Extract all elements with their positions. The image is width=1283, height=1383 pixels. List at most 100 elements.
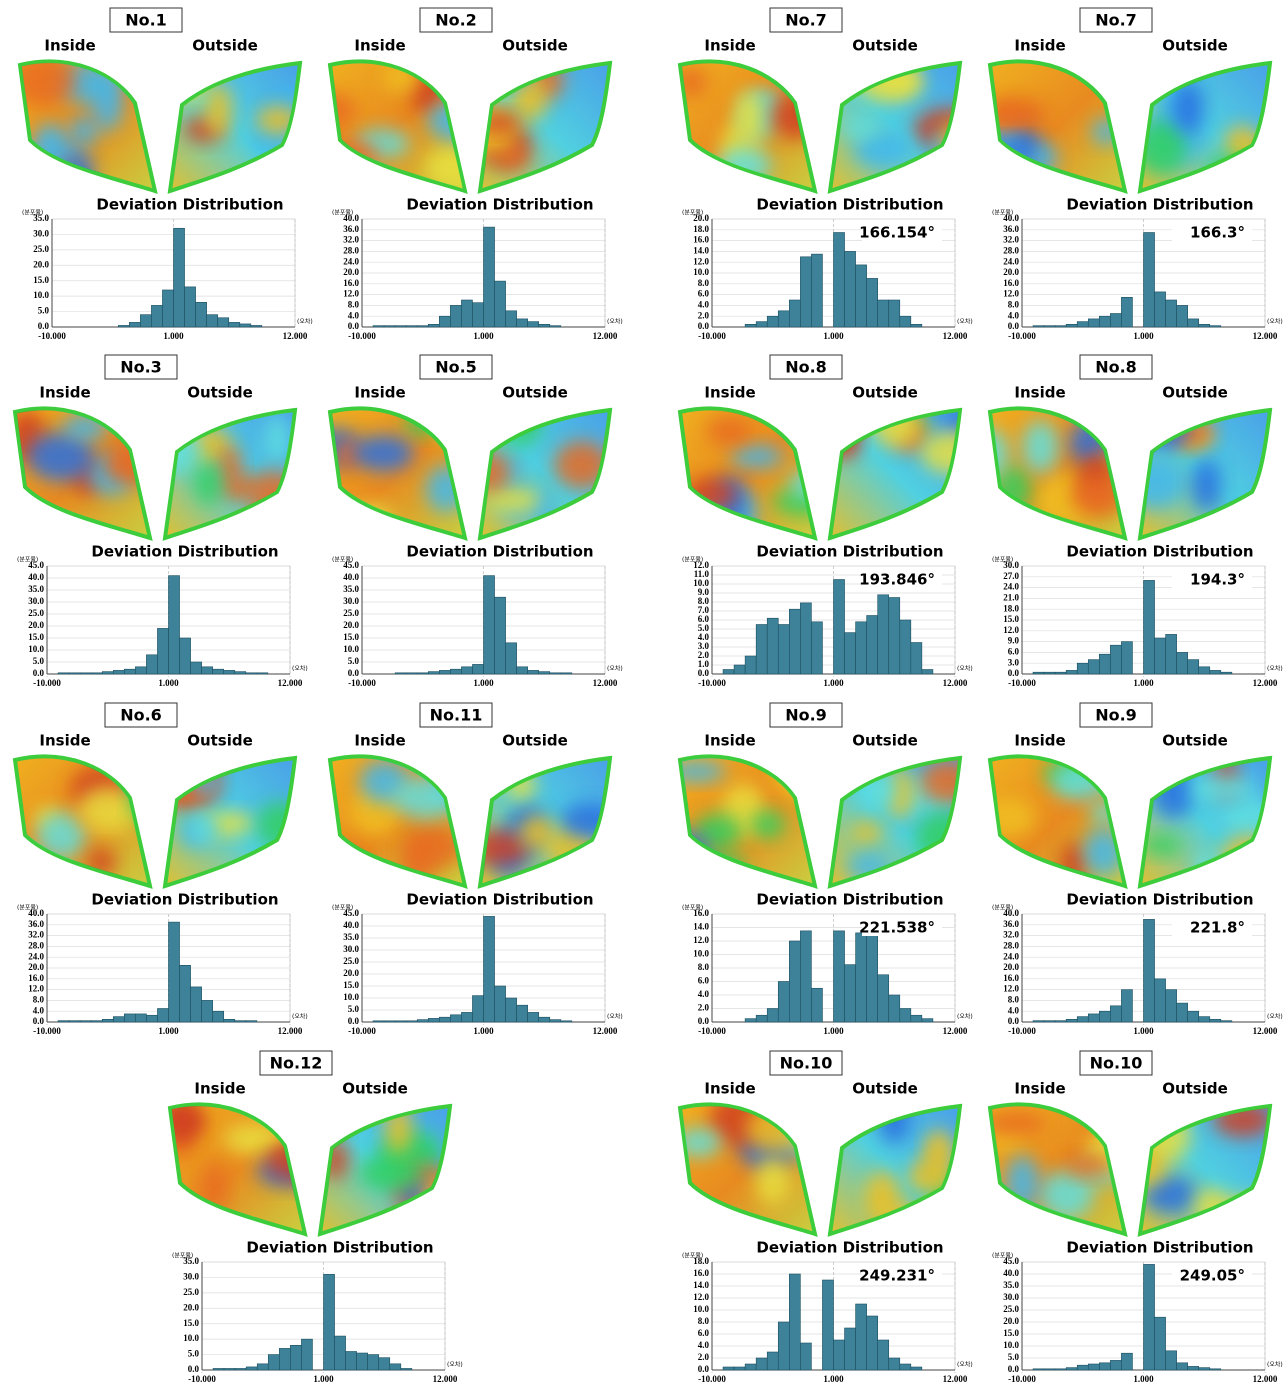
surface-blob [1091, 801, 1118, 825]
y-tick-label: 12.0 [1003, 984, 1019, 994]
bar [1155, 292, 1166, 327]
x-tick-label: 1.000 [1133, 1374, 1154, 1383]
bar [767, 618, 778, 674]
y-axis-unit: (분포율) [682, 557, 703, 564]
chart-title: Deviation Distribution [756, 196, 943, 214]
surface-blob [909, 1162, 936, 1192]
panel-label: No.2 [435, 11, 477, 30]
bar [539, 324, 550, 327]
y-tick-label: 8.0 [1008, 299, 1020, 309]
panel-label: No.10 [780, 1054, 833, 1073]
panel-label: No.3 [120, 358, 162, 377]
outside-label: Outside [502, 384, 568, 402]
surface-blob [405, 411, 440, 435]
bar [169, 576, 180, 674]
y-tick-label: 0.0 [38, 321, 50, 331]
bar [800, 603, 811, 674]
x-axis-unit: (오차) [607, 1013, 623, 1021]
y-tick-label: 10.0 [693, 267, 709, 277]
outside-label: Outside [502, 37, 568, 55]
x-tick-label: 12.000 [943, 331, 968, 341]
chart-title: Deviation Distribution [406, 543, 593, 561]
surface-blob [1195, 851, 1220, 888]
bar [528, 670, 539, 674]
y-axis-unit: (분포율) [22, 210, 43, 217]
inside-label: Inside [39, 384, 90, 402]
y-tick-label: 5.0 [33, 656, 45, 666]
x-tick-label: 12.000 [433, 1374, 458, 1383]
y-tick-label: 0.0 [1008, 321, 1020, 331]
bar [401, 1368, 412, 1370]
y-tick-label: 21.0 [1003, 592, 1019, 602]
y-tick-label: 10.0 [343, 644, 359, 654]
bar [834, 580, 845, 675]
y-tick-label: 11.0 [694, 569, 710, 579]
y-axis-unit: (분포율) [17, 557, 38, 564]
bar [789, 1274, 800, 1370]
inside-label: Inside [704, 37, 755, 55]
y-tick-label: 36.0 [1003, 224, 1019, 234]
x-axis-unit: (오차) [1267, 665, 1283, 673]
angle-annotation: 221.8° [1190, 919, 1245, 937]
y-tick-label: 12.0 [693, 1292, 709, 1302]
x-tick-label: -10.000 [348, 678, 376, 688]
y-tick-label: 25.0 [1003, 1304, 1019, 1314]
x-tick-label: 12.000 [278, 678, 303, 688]
y-tick-label: 15.0 [343, 632, 359, 642]
bar [218, 318, 229, 327]
bar [517, 667, 528, 674]
bar [151, 305, 162, 327]
y-tick-label: 5.0 [348, 656, 360, 666]
bar [767, 1009, 778, 1023]
bar [113, 670, 124, 674]
bar [224, 670, 235, 674]
y-tick-label: 28.0 [1003, 245, 1019, 255]
y-tick-label: 6.0 [698, 289, 710, 299]
bar [539, 1017, 550, 1022]
bar [1144, 1264, 1155, 1370]
y-tick-label: 25.0 [33, 244, 49, 254]
bar [834, 1340, 845, 1370]
bar [878, 595, 889, 674]
inside-label: Inside [704, 732, 755, 750]
surface-blob [250, 471, 299, 524]
y-tick-label: 35.0 [28, 584, 44, 594]
bar [811, 988, 822, 1022]
bar [1155, 979, 1166, 1022]
bar [146, 1015, 157, 1022]
bar [428, 1018, 439, 1022]
surface-blob [971, 429, 1009, 479]
bar [417, 1020, 428, 1022]
bar [911, 643, 922, 675]
y-tick-label: 32.0 [28, 930, 44, 940]
bar [461, 1012, 472, 1022]
x-tick-label: 1.000 [1133, 331, 1154, 341]
x-tick-label: 12.000 [593, 1026, 618, 1036]
bar [539, 672, 550, 674]
bar [1121, 1353, 1132, 1370]
bar [69, 1021, 80, 1022]
bar [395, 326, 406, 327]
y-tick-label: 20.0 [343, 620, 359, 630]
bar [800, 1343, 811, 1370]
bar [889, 1358, 900, 1370]
bar [1155, 1317, 1166, 1370]
bar [118, 325, 129, 327]
bar [368, 1355, 379, 1370]
y-axis-unit: (분포율) [332, 210, 353, 217]
inside-label: Inside [194, 1080, 245, 1098]
bar [1088, 1364, 1099, 1370]
surface-blob [1221, 797, 1281, 838]
y-axis-unit: (분포율) [992, 557, 1013, 564]
x-axis-unit: (오차) [957, 1361, 973, 1369]
y-tick-label: 15.0 [1003, 1328, 1019, 1338]
x-tick-label: -10.000 [348, 1026, 376, 1036]
x-tick-label: 12.000 [943, 1374, 968, 1383]
bar [911, 1367, 922, 1370]
bar [756, 322, 767, 327]
panel-label: No.8 [785, 358, 827, 377]
bar [1110, 314, 1121, 328]
y-tick-label: 16.0 [28, 973, 44, 983]
bar [390, 1364, 401, 1370]
bar [335, 1336, 346, 1370]
